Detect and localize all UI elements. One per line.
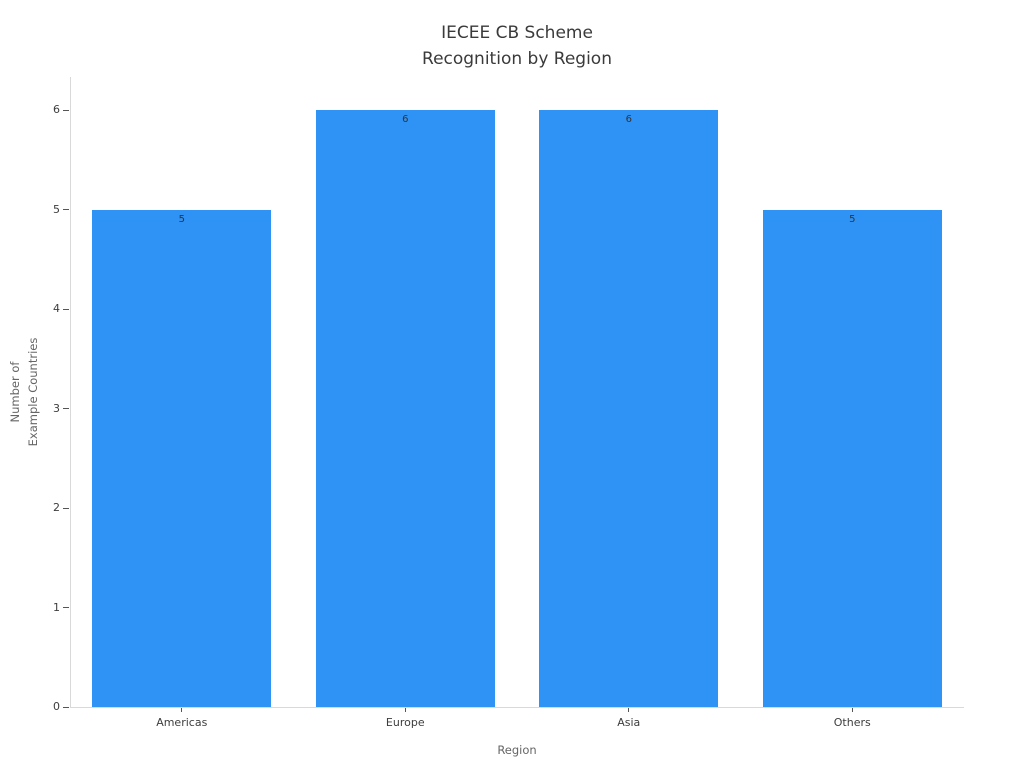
- y-axis-spine: [70, 77, 71, 707]
- x-tick-label: Americas: [156, 716, 208, 729]
- x-tick-mark: [628, 708, 630, 712]
- bar-asia: [539, 110, 719, 707]
- bar-others: [762, 209, 942, 707]
- x-tick-label: Others: [833, 716, 871, 729]
- x-tick-label: Asia: [617, 716, 641, 729]
- y-tick-label: 0: [53, 700, 60, 713]
- y-tick-mark: [63, 109, 69, 111]
- y-tick-label: 5: [53, 202, 60, 216]
- x-tick-mark: [404, 708, 406, 712]
- y-axis-label: Number of Example Countries: [8, 337, 40, 447]
- bar-americas: [92, 209, 272, 707]
- x-tick-label: Europe: [385, 716, 425, 729]
- y-tick-label: 6: [53, 103, 60, 116]
- y-tick-label: 1: [53, 600, 60, 614]
- x-tick-mark: [181, 708, 183, 712]
- y-tick-mark: [63, 308, 69, 310]
- y-tick-mark: [63, 507, 69, 509]
- y-tick-mark: [63, 408, 69, 409]
- y-tick-label: 3: [53, 401, 60, 415]
- bar-value-label: 6: [402, 114, 409, 125]
- y-tick-mark: [63, 607, 69, 608]
- bar-europe: [315, 110, 495, 707]
- x-axis-label: Region: [497, 743, 537, 757]
- y-tick-label: 4: [53, 302, 60, 315]
- x-axis-spine: [70, 707, 964, 708]
- chart-title: IECEE CB Scheme Recognition by Region: [422, 23, 612, 69]
- y-tick-mark: [63, 209, 69, 210]
- bar-value-label: 5: [178, 213, 185, 225]
- x-tick-mark: [851, 708, 853, 712]
- bar-value-label: 6: [625, 114, 632, 125]
- y-tick-label: 2: [53, 501, 60, 514]
- y-tick-mark: [63, 706, 69, 708]
- bar-value-label: 5: [849, 213, 856, 225]
